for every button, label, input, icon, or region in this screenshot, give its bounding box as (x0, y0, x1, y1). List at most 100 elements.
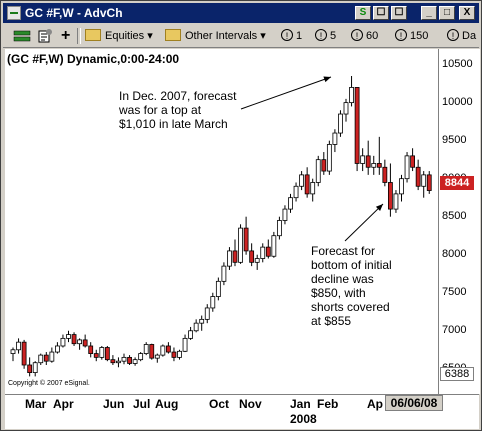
annotation-line: at $855 (311, 314, 352, 328)
y-tick-label: 9500 (442, 133, 467, 146)
candle-body (221, 265, 227, 282)
interval-button-150[interactable]: ! 150 (395, 28, 428, 44)
low-price-tag: 6388 (440, 367, 474, 381)
interval-label: 150 (410, 30, 429, 42)
candle-body (410, 155, 416, 168)
folder-icon (165, 29, 181, 42)
x-tick-label: Feb (317, 397, 339, 411)
candle-body (415, 166, 421, 187)
annotation-line: $1,010 in late March (119, 117, 228, 131)
interval-button-daily[interactable]: ! Da (447, 28, 476, 44)
top-arrow-head (323, 76, 331, 83)
x-tick-label: Oct (209, 397, 230, 411)
candle-body (55, 345, 60, 353)
clock-icon: ! (447, 29, 459, 42)
link-icon[interactable] (13, 28, 31, 44)
symbol-label: (GC #F,W) Dynamic,0:00-24:00 (7, 52, 180, 66)
candle-body (93, 353, 99, 358)
interval-button-5[interactable]: ! 5 (315, 28, 336, 44)
candle-body (426, 174, 432, 191)
add-icon[interactable]: + (61, 27, 71, 44)
y-tick-label: 8000 (442, 247, 467, 260)
candle-body (121, 356, 127, 362)
candle-body (404, 155, 410, 180)
candle-body (210, 296, 216, 309)
x-tick-label: Apr (53, 397, 74, 411)
interval-label: Da (462, 30, 477, 42)
candle-body (127, 356, 132, 364)
interval-button-60[interactable]: ! 60 (351, 28, 378, 44)
toolbar: + Equities ▾ Other Intervals ▾ ! 1 ! 5 ! 60… (3, 25, 479, 48)
interval-label: 60 (366, 30, 379, 42)
app-icon (7, 6, 21, 20)
annotation-line: In Dec. 2007, forecast (119, 89, 237, 103)
interval-label: 5 (330, 30, 337, 42)
x-tick-label: Ap (367, 397, 383, 411)
y-tick-label: 8500 (442, 209, 467, 222)
candle-body (199, 318, 205, 324)
properties-icon[interactable] (37, 28, 53, 44)
equities-menu[interactable]: Equities ▾ (85, 28, 153, 44)
x-tick-label: Jan (290, 397, 311, 411)
tile-button[interactable]: ☐ (391, 6, 407, 20)
candle-body (232, 250, 238, 263)
price-axis[interactable]: 10500100009500900085008000750070006500 8… (438, 49, 480, 394)
x-tick-label: Jul (133, 397, 151, 411)
candle-body (371, 163, 377, 168)
candle-body (288, 197, 293, 210)
candle-body (276, 220, 282, 237)
candle-body (243, 227, 249, 252)
candle-body (99, 347, 105, 358)
candle-body (360, 155, 366, 164)
time-axis[interactable]: Mar Apr Jun Jul Aug Oct Nov Jan Feb Ap 2008 06/06… (5, 394, 479, 429)
candle-body (260, 246, 266, 259)
candle-body (165, 345, 171, 353)
clock-icon: ! (395, 29, 407, 42)
annotation-line: was for a top at (119, 103, 202, 117)
candle-body (349, 87, 354, 104)
y-tick-label: 7500 (442, 285, 467, 298)
candlestick-plot (10, 76, 432, 377)
candle-body (138, 353, 144, 361)
candle-body (376, 163, 382, 168)
bottom-arrow-head (375, 204, 383, 212)
candle-body (387, 182, 393, 210)
top-forecast-annotation: In Dec. 2007, forecast was for a top at … (119, 89, 236, 131)
y-tick-label: 10000 (442, 95, 473, 108)
candle-body (310, 182, 316, 195)
candle-body (77, 339, 82, 345)
candle-body (10, 349, 16, 354)
other-intervals-menu[interactable]: Other Intervals ▾ (165, 28, 266, 44)
candle-body (321, 159, 327, 172)
candle-body (110, 359, 116, 364)
year-label: 2008 (290, 412, 317, 426)
candle-body (399, 178, 404, 195)
candle-body (315, 159, 321, 183)
maximize-button[interactable]: □ (439, 6, 455, 20)
symbol-link-button[interactable]: S (355, 6, 371, 20)
candle-body (182, 337, 188, 352)
candle-body (343, 102, 349, 115)
candle-body (304, 174, 310, 195)
candle-body (88, 345, 94, 354)
close-button[interactable]: X (459, 6, 475, 20)
candle-body (60, 337, 66, 347)
candle-body (66, 334, 71, 339)
restore-layout-button[interactable]: ☐ (373, 6, 389, 20)
price-chart[interactable]: (GC #F,W) Dynamic,0:00-24:00 In Dec. 200… (5, 49, 438, 394)
interval-label: 1 (296, 30, 303, 42)
candle-body (49, 351, 55, 362)
clock-icon: ! (351, 29, 363, 42)
interval-button-1[interactable]: ! 1 (281, 28, 302, 44)
candle-body (71, 334, 77, 345)
other-intervals-label: Other Intervals (185, 30, 258, 42)
bottom-forecast-annotation: Forecast for bottom of initial decline w… (311, 244, 392, 328)
candle-body (193, 322, 199, 332)
candle-body (154, 354, 160, 359)
annotation-line: shorts covered (311, 300, 390, 314)
minimize-button[interactable]: _ (421, 6, 437, 20)
candle-body (265, 246, 271, 257)
annotation-line: decline was (311, 272, 374, 286)
window-title: GC #F,W - AdvCh (25, 6, 123, 20)
